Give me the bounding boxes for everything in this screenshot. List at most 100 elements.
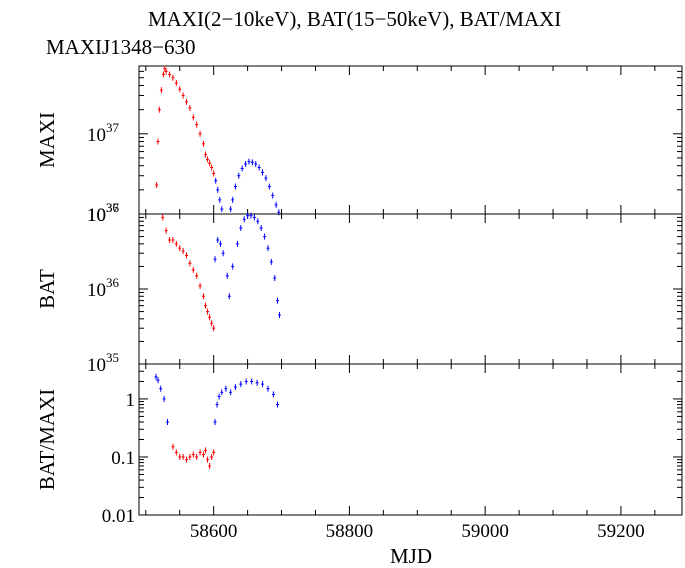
data-point: [250, 159, 254, 166]
data-point: [244, 161, 248, 168]
data-point: [231, 263, 235, 270]
data-point: [233, 384, 237, 391]
data-point: [191, 114, 195, 121]
data-point: [239, 381, 243, 388]
data-point: [210, 453, 214, 460]
data-point: [275, 297, 279, 304]
y-tick-label: 1037: [87, 120, 120, 146]
data-point: [195, 121, 199, 128]
data-point: [274, 201, 278, 208]
data-point: [261, 169, 265, 176]
data-point: [216, 186, 220, 193]
data-point: [212, 170, 216, 177]
chart-panels: 10361037MAXI103510361037BAT0.010.11BAT/M…: [35, 65, 683, 527]
data-point: [208, 462, 212, 469]
data-point: [227, 293, 231, 300]
data-point: [185, 252, 189, 259]
data-point: [164, 68, 168, 75]
data-point: [254, 161, 258, 168]
data-point: [168, 71, 172, 78]
data-point: [181, 453, 185, 460]
data-point: [237, 172, 241, 179]
data-point: [161, 214, 165, 221]
y-tick-label: 1036: [87, 200, 120, 226]
data-point: [217, 393, 221, 400]
data-point: [210, 164, 214, 171]
y-tick-label: 1037: [87, 200, 120, 226]
data-point: [201, 140, 205, 147]
x-tick-label: 58800: [326, 521, 374, 542]
y-tick-label: 0.01: [102, 506, 135, 527]
data-point: [231, 196, 235, 203]
data-point: [162, 395, 166, 402]
data-point: [206, 156, 210, 163]
chart-subtitle: MAXIJ1348−630: [46, 35, 196, 59]
data-point: [220, 206, 224, 213]
data-point: [156, 377, 160, 384]
data-point: [242, 216, 246, 223]
x-tick-label: 59200: [597, 521, 645, 542]
data-point: [273, 275, 277, 282]
data-point: [215, 401, 219, 408]
data-point: [278, 312, 282, 319]
data-point: [206, 308, 210, 315]
panel-frame: [138, 213, 683, 365]
x-axis: 58600 58800 59000 59200: [190, 521, 645, 542]
data-point: [271, 391, 275, 398]
data-point: [195, 453, 199, 460]
data-point: [166, 419, 170, 426]
data-point: [174, 449, 178, 456]
data-point: [213, 256, 217, 263]
data-point: [233, 183, 237, 190]
data-point: [229, 206, 233, 213]
data-point: [171, 443, 175, 450]
panel-frame: [138, 65, 683, 215]
y-tick-label: 1035: [87, 350, 119, 376]
panel-frame: [138, 363, 683, 516]
y-tick-label: 1: [126, 390, 136, 411]
data-point: [204, 302, 208, 309]
data-point: [198, 130, 202, 137]
data-point: [198, 449, 202, 456]
data-point: [195, 272, 199, 279]
y-axis-title: BAT/MAXI: [35, 389, 59, 491]
data-point: [204, 151, 208, 158]
data-point: [266, 245, 270, 252]
data-point: [264, 175, 268, 182]
data-point: [220, 389, 224, 396]
x-tick-label: 59000: [461, 521, 509, 542]
data-point: [214, 177, 218, 184]
data-point: [252, 214, 256, 221]
data-point: [210, 320, 214, 327]
data-point: [174, 240, 178, 247]
data-point: [259, 225, 263, 232]
data-point: [247, 158, 251, 165]
data-point: [250, 378, 254, 385]
x-tick-label: 58600: [190, 521, 238, 542]
data-point: [174, 79, 178, 86]
data-point: [198, 282, 202, 289]
data-point: [188, 260, 192, 267]
data-point: [178, 86, 182, 93]
y-tick-label: 0.1: [111, 448, 135, 469]
data-point: [208, 314, 212, 321]
data-point: [191, 266, 195, 273]
data-point: [266, 385, 270, 392]
data-point: [249, 212, 253, 219]
data-point: [201, 293, 205, 300]
data-point: [204, 447, 208, 454]
data-point: [257, 164, 261, 171]
data-point: [221, 250, 225, 257]
x-axis-title: MJD: [390, 544, 432, 568]
chart-title: MAXI(2−10keV), BAT(15−50keV), BAT/MAXI: [148, 7, 561, 31]
data-point: [171, 237, 175, 244]
panel-bat-maxi: 0.01 0.1 1 BAT/MAXI: [35, 363, 683, 527]
data-point: [216, 237, 220, 244]
data-point: [155, 181, 159, 188]
data-point: [225, 272, 229, 279]
data-point: [213, 419, 217, 426]
data-point: [178, 245, 182, 252]
data-point: [178, 453, 182, 460]
